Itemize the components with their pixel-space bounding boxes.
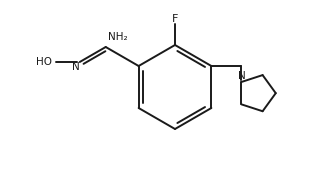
Text: N: N: [72, 62, 80, 72]
Text: N: N: [239, 71, 246, 81]
Text: F: F: [172, 14, 178, 24]
Text: NH₂: NH₂: [108, 32, 127, 42]
Text: HO: HO: [36, 57, 52, 67]
